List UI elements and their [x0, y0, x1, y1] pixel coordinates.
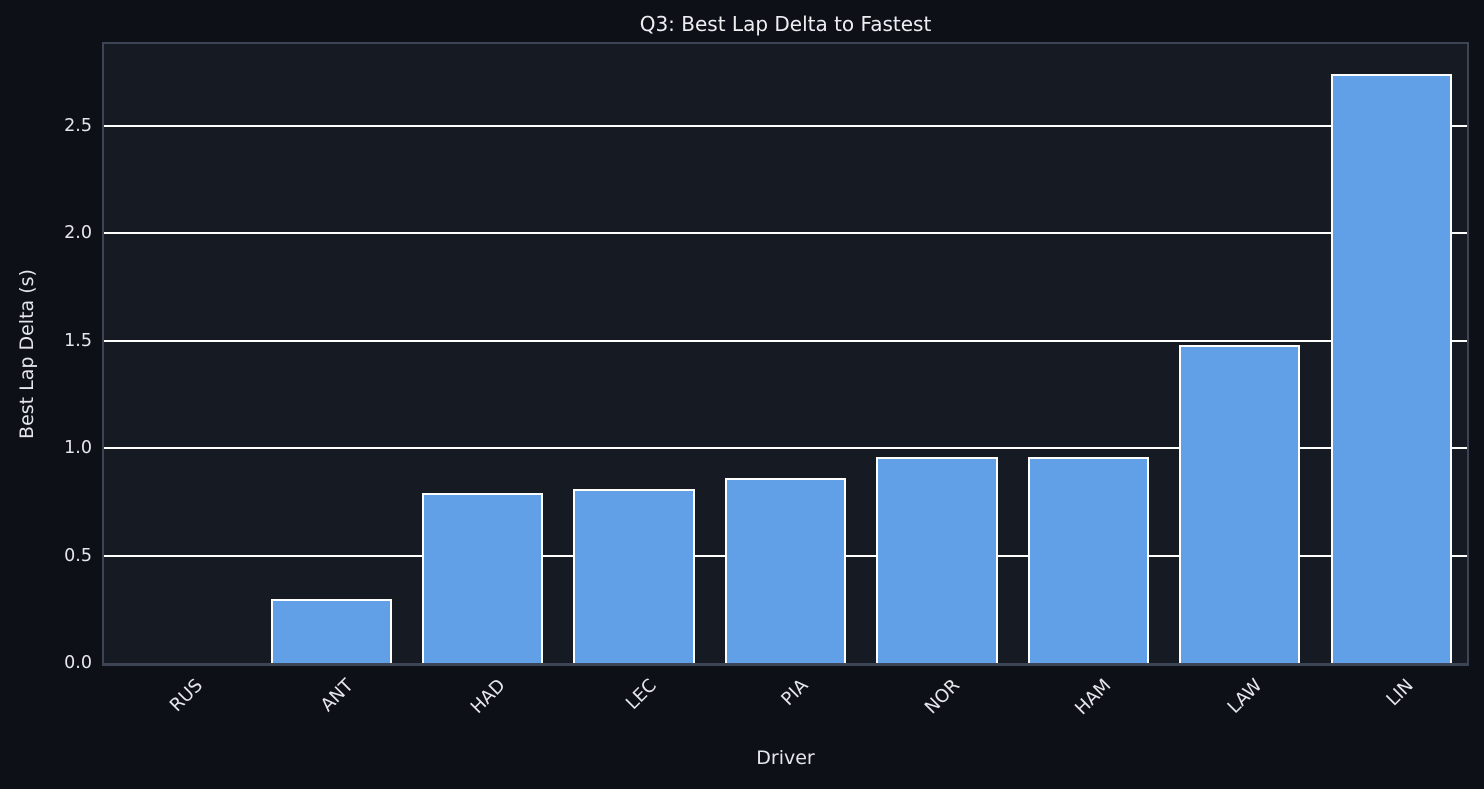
chart-title: Q3: Best Lap Delta to Fastest [639, 12, 932, 36]
gridline-y-2.5 [104, 124, 1467, 127]
ytick-label-0.0: 0.0 [64, 653, 92, 673]
plot-canvas [104, 44, 1467, 663]
y-axis-label: Best Lap Delta (s) [16, 269, 38, 439]
bar-pia [724, 478, 847, 663]
xtick-label-law: LAW [1223, 675, 1267, 718]
xtick-label-lin: LIN [1382, 675, 1419, 711]
bar-ham [1027, 456, 1149, 663]
bar-had [422, 493, 544, 663]
xtick-label-nor: NOR [920, 675, 964, 719]
bar-lec [573, 488, 695, 663]
bar-law [1179, 344, 1301, 663]
xtick-label-had: HAD [466, 675, 510, 718]
ytick-label-2.5: 2.5 [64, 115, 92, 136]
bar-lin [1330, 74, 1452, 663]
bar-ant [270, 598, 392, 663]
xtick-label-rus: RUS [165, 675, 207, 717]
gridline-y-2.0 [104, 232, 1467, 235]
ytick-label-2.0: 2.0 [64, 223, 92, 244]
xtick-label-ham: HAM [1071, 675, 1116, 720]
xtick-label-lec: LEC [622, 675, 661, 714]
gridline-y-1.0 [104, 447, 1467, 450]
x-axis-label: Driver [756, 747, 815, 769]
ytick-label-1.0: 1.0 [64, 438, 92, 459]
gridline-y-1.5 [104, 339, 1467, 342]
xtick-label-pia: PIA [777, 675, 813, 710]
ytick-label-1.5: 1.5 [64, 330, 92, 351]
ytick-label-0.5: 0.5 [64, 545, 92, 566]
bar-nor [876, 456, 998, 663]
plot-area [102, 42, 1469, 666]
xtick-label-ant: ANT [317, 675, 359, 716]
